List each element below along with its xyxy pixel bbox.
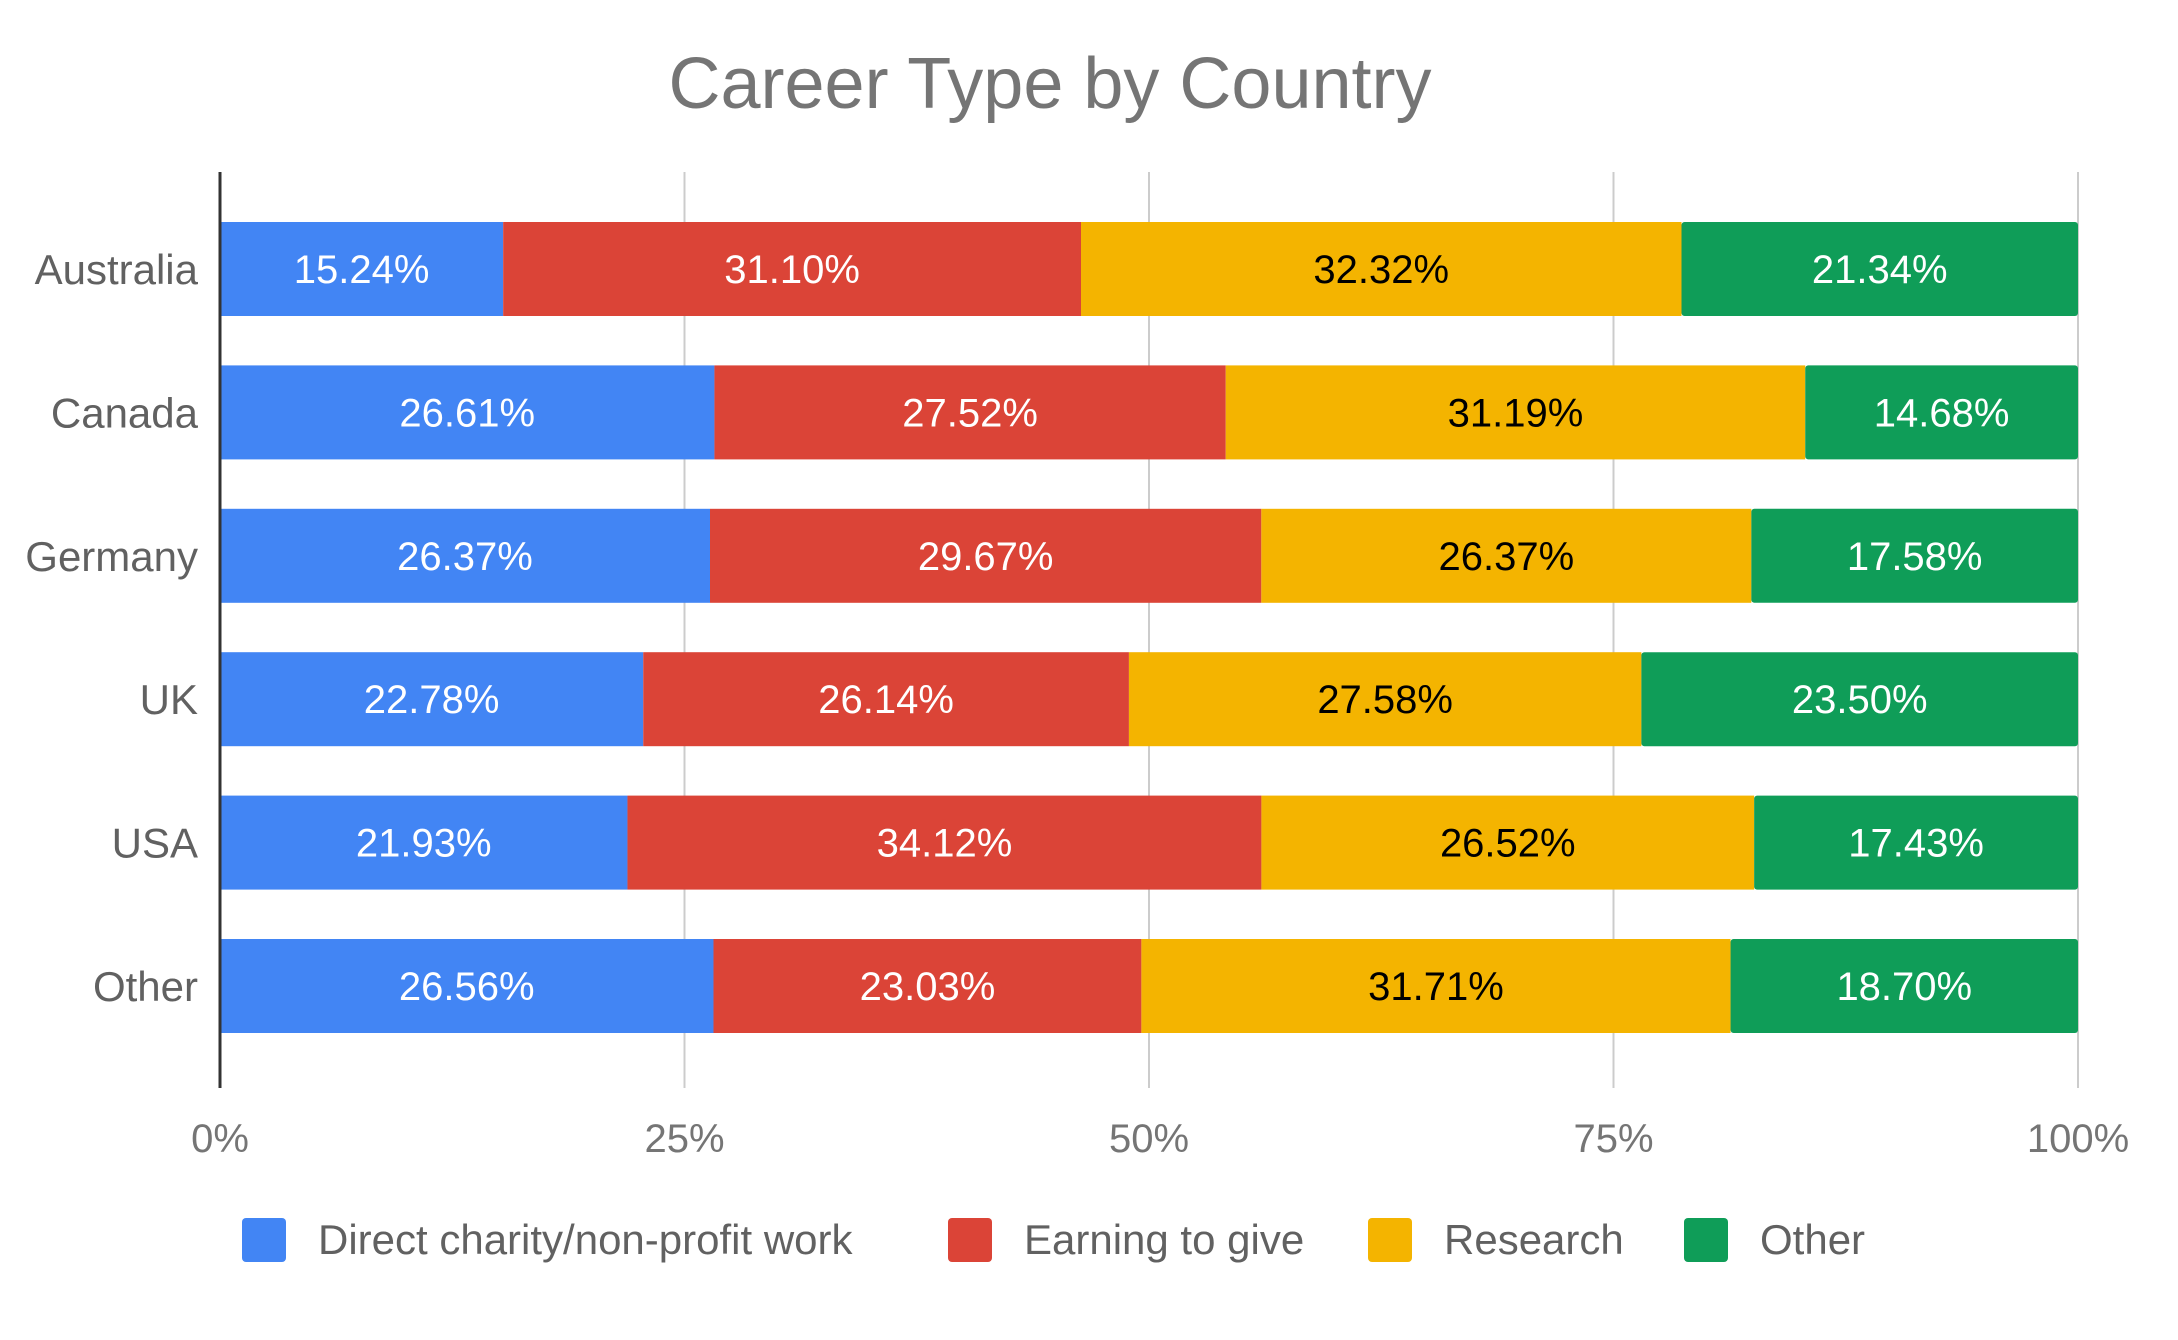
data-label: 23.03% [860, 965, 996, 1009]
data-label: 26.52% [1440, 822, 1576, 866]
bar-segment [1754, 795, 2078, 890]
data-label: 15.24% [294, 248, 430, 292]
bar-segment [220, 652, 644, 747]
bar-segment [1141, 939, 1731, 1033]
data-label: 31.19% [1448, 391, 1584, 435]
data-label: 26.37% [1438, 535, 1574, 579]
bar-segment [627, 795, 1262, 890]
bar-segment [1261, 508, 1752, 603]
category-label: Germany [25, 533, 198, 580]
data-label: 32.32% [1313, 248, 1449, 292]
data-label: 26.37% [397, 535, 533, 579]
data-label: 26.56% [399, 965, 535, 1009]
data-label: 23.50% [1792, 678, 1928, 722]
bar-segment [1261, 795, 1755, 890]
legend-label: Direct charity/non-profit work [318, 1216, 853, 1263]
bar-segment [220, 222, 504, 316]
bar-segment [1641, 652, 2078, 747]
category-label: Canada [51, 389, 199, 436]
bar-segment [220, 365, 715, 460]
bars [220, 222, 2078, 1033]
bar-segment [503, 222, 1081, 316]
legend: Direct charity/non-profit work Earning to… [242, 1216, 1865, 1263]
legend-swatch [1368, 1218, 1412, 1262]
data-label: 26.61% [399, 391, 535, 435]
data-label: 29.67% [918, 535, 1054, 579]
data-label: 31.10% [724, 248, 860, 292]
bar-segment [1805, 365, 2078, 460]
category-label: UK [140, 676, 198, 723]
x-tick-label: 25% [644, 1117, 724, 1161]
bar-segment [220, 508, 711, 603]
data-label: 21.34% [1812, 248, 1948, 292]
data-label: 17.58% [1847, 535, 1983, 579]
bar-segment [710, 508, 1262, 603]
data-label: 21.93% [356, 822, 492, 866]
data-label: 27.52% [902, 391, 1038, 435]
axes: 0% 25% 50% 75% 100% Australia Canada Germany UK U… [25, 172, 2129, 1161]
legend-label: Other [1760, 1216, 1865, 1263]
x-tick-label: 0% [191, 1117, 249, 1161]
data-label: 18.70% [1836, 965, 1972, 1009]
bar-segment [713, 939, 1142, 1033]
data-label: 17.43% [1848, 822, 1984, 866]
bar-segment [1681, 222, 2078, 316]
legend-swatch [948, 1218, 992, 1262]
category-label: Other [93, 963, 198, 1010]
grid-lines [683, 172, 2079, 1088]
data-label: 27.58% [1317, 678, 1453, 722]
x-tick-label: 100% [2027, 1117, 2129, 1161]
legend-swatch [1684, 1218, 1728, 1262]
bar-segment [643, 652, 1129, 747]
data-label: 14.68% [1874, 391, 2010, 435]
bar-segment [1128, 652, 1642, 747]
data-label: 22.78% [364, 678, 500, 722]
x-tick-label: 50% [1109, 1117, 1189, 1161]
bar-segment [1730, 939, 2078, 1033]
bar-segment [714, 365, 1226, 460]
legend-label: Earning to give [1024, 1216, 1304, 1263]
bar-segment [1225, 365, 1806, 460]
x-tick-label: 75% [1573, 1117, 1653, 1161]
data-labels: 15.24% 31.10% 32.32% 21.34% 26.61% 27.52% 31.1… [294, 248, 2010, 1009]
bar-segment [220, 795, 628, 890]
legend-label: Research [1444, 1216, 1624, 1263]
category-label: USA [112, 820, 198, 867]
legend-swatch [242, 1218, 286, 1262]
bar-segment [1080, 222, 1682, 316]
bar-segment [220, 939, 714, 1033]
data-label: 31.71% [1368, 965, 1504, 1009]
data-label: 26.14% [818, 678, 954, 722]
category-label: Australia [35, 246, 199, 293]
chart-title: Career Type by Country [668, 44, 1431, 124]
data-label: 34.12% [877, 822, 1013, 866]
bar-segment [1751, 508, 2078, 603]
